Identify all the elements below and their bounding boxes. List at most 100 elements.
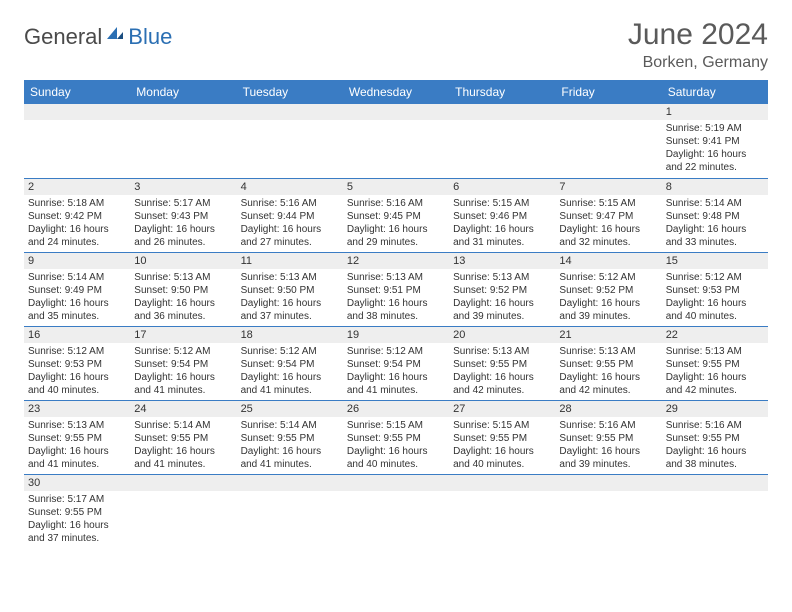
sunrise-line: Sunrise: 5:13 AM [453, 345, 551, 358]
calendar-cell [449, 474, 555, 548]
daylight-line: Daylight: 16 hours and 22 minutes. [666, 148, 764, 174]
daylight-line: Daylight: 16 hours and 42 minutes. [453, 371, 551, 397]
sunrise-line: Sunrise: 5:14 AM [666, 197, 764, 210]
sunrise-line: Sunrise: 5:14 AM [241, 419, 339, 432]
sunset-line: Sunset: 9:42 PM [28, 210, 126, 223]
calendar-cell: 2Sunrise: 5:18 AMSunset: 9:42 PMDaylight… [24, 178, 130, 252]
sunset-line: Sunset: 9:52 PM [453, 284, 551, 297]
daylight-line: Daylight: 16 hours and 41 minutes. [134, 445, 232, 471]
weekday-monday: Monday [130, 80, 236, 104]
day-number: 21 [555, 327, 661, 343]
daylight-line: Daylight: 16 hours and 40 minutes. [666, 297, 764, 323]
calendar-cell [237, 474, 343, 548]
calendar-cell: 16Sunrise: 5:12 AMSunset: 9:53 PMDayligh… [24, 326, 130, 400]
day-number [130, 104, 236, 120]
calendar-cell: 5Sunrise: 5:16 AMSunset: 9:45 PMDaylight… [343, 178, 449, 252]
sunset-line: Sunset: 9:55 PM [28, 432, 126, 445]
daylight-line: Daylight: 16 hours and 24 minutes. [28, 223, 126, 249]
calendar-cell: 28Sunrise: 5:16 AMSunset: 9:55 PMDayligh… [555, 400, 661, 474]
calendar-cell: 12Sunrise: 5:13 AMSunset: 9:51 PMDayligh… [343, 252, 449, 326]
calendar-cell: 4Sunrise: 5:16 AMSunset: 9:44 PMDaylight… [237, 178, 343, 252]
calendar-cell: 25Sunrise: 5:14 AMSunset: 9:55 PMDayligh… [237, 400, 343, 474]
sunset-line: Sunset: 9:55 PM [666, 358, 764, 371]
calendar-cell [555, 474, 661, 548]
daylight-line: Daylight: 16 hours and 35 minutes. [28, 297, 126, 323]
calendar-cell: 21Sunrise: 5:13 AMSunset: 9:55 PMDayligh… [555, 326, 661, 400]
day-number: 16 [24, 327, 130, 343]
sunrise-line: Sunrise: 5:15 AM [347, 419, 445, 432]
sunset-line: Sunset: 9:45 PM [347, 210, 445, 223]
calendar-cell [130, 474, 236, 548]
calendar-cell [24, 104, 130, 178]
calendar-cell: 20Sunrise: 5:13 AMSunset: 9:55 PMDayligh… [449, 326, 555, 400]
daylight-line: Daylight: 16 hours and 40 minutes. [28, 371, 126, 397]
calendar-cell: 6Sunrise: 5:15 AMSunset: 9:46 PMDaylight… [449, 178, 555, 252]
day-details: Sunrise: 5:12 AMSunset: 9:53 PMDaylight:… [662, 269, 768, 325]
weekday-friday: Friday [555, 80, 661, 104]
day-number: 23 [24, 401, 130, 417]
day-details: Sunrise: 5:12 AMSunset: 9:52 PMDaylight:… [555, 269, 661, 325]
sunset-line: Sunset: 9:55 PM [28, 506, 126, 519]
day-number: 29 [662, 401, 768, 417]
sunrise-line: Sunrise: 5:12 AM [559, 271, 657, 284]
brand-part2: Blue [128, 24, 172, 50]
sunrise-line: Sunrise: 5:13 AM [28, 419, 126, 432]
sunrise-line: Sunrise: 5:13 AM [453, 271, 551, 284]
day-number: 6 [449, 179, 555, 195]
day-number: 15 [662, 253, 768, 269]
sunrise-line: Sunrise: 5:13 AM [241, 271, 339, 284]
brand-logo: General Blue [24, 24, 172, 50]
sunset-line: Sunset: 9:49 PM [28, 284, 126, 297]
daylight-line: Daylight: 16 hours and 26 minutes. [134, 223, 232, 249]
page-title: June 2024 [628, 18, 768, 52]
day-number: 24 [130, 401, 236, 417]
sunset-line: Sunset: 9:47 PM [559, 210, 657, 223]
calendar-cell: 8Sunrise: 5:14 AMSunset: 9:48 PMDaylight… [662, 178, 768, 252]
brand-part1: General [24, 24, 102, 50]
day-number: 7 [555, 179, 661, 195]
day-number [343, 475, 449, 491]
day-number: 2 [24, 179, 130, 195]
day-number: 12 [343, 253, 449, 269]
day-details: Sunrise: 5:16 AMSunset: 9:55 PMDaylight:… [555, 417, 661, 473]
daylight-line: Daylight: 16 hours and 41 minutes. [241, 445, 339, 471]
sunrise-line: Sunrise: 5:12 AM [134, 345, 232, 358]
daylight-line: Daylight: 16 hours and 32 minutes. [559, 223, 657, 249]
sunrise-line: Sunrise: 5:19 AM [666, 122, 764, 135]
calendar-week: 2Sunrise: 5:18 AMSunset: 9:42 PMDaylight… [24, 178, 768, 252]
daylight-line: Daylight: 16 hours and 42 minutes. [559, 371, 657, 397]
sunset-line: Sunset: 9:51 PM [347, 284, 445, 297]
day-details: Sunrise: 5:13 AMSunset: 9:50 PMDaylight:… [130, 269, 236, 325]
sunrise-line: Sunrise: 5:15 AM [453, 197, 551, 210]
sunset-line: Sunset: 9:55 PM [134, 432, 232, 445]
day-number: 14 [555, 253, 661, 269]
calendar-cell: 27Sunrise: 5:15 AMSunset: 9:55 PMDayligh… [449, 400, 555, 474]
sunrise-line: Sunrise: 5:16 AM [559, 419, 657, 432]
daylight-line: Daylight: 16 hours and 42 minutes. [666, 371, 764, 397]
calendar-cell: 18Sunrise: 5:12 AMSunset: 9:54 PMDayligh… [237, 326, 343, 400]
weekday-saturday: Saturday [662, 80, 768, 104]
day-number: 13 [449, 253, 555, 269]
day-number: 30 [24, 475, 130, 491]
sunset-line: Sunset: 9:50 PM [134, 284, 232, 297]
daylight-line: Daylight: 16 hours and 36 minutes. [134, 297, 232, 323]
sunset-line: Sunset: 9:55 PM [347, 432, 445, 445]
day-number: 4 [237, 179, 343, 195]
daylight-line: Daylight: 16 hours and 40 minutes. [347, 445, 445, 471]
daylight-line: Daylight: 16 hours and 31 minutes. [453, 223, 551, 249]
daylight-line: Daylight: 16 hours and 33 minutes. [666, 223, 764, 249]
day-details: Sunrise: 5:15 AMSunset: 9:55 PMDaylight:… [343, 417, 449, 473]
sunrise-line: Sunrise: 5:16 AM [666, 419, 764, 432]
weekday-thursday: Thursday [449, 80, 555, 104]
sunrise-line: Sunrise: 5:16 AM [347, 197, 445, 210]
day-number: 28 [555, 401, 661, 417]
daylight-line: Daylight: 16 hours and 37 minutes. [28, 519, 126, 545]
day-number [130, 475, 236, 491]
day-details: Sunrise: 5:13 AMSunset: 9:52 PMDaylight:… [449, 269, 555, 325]
calendar-cell [343, 474, 449, 548]
day-details: Sunrise: 5:12 AMSunset: 9:54 PMDaylight:… [237, 343, 343, 399]
day-number: 19 [343, 327, 449, 343]
day-details: Sunrise: 5:16 AMSunset: 9:55 PMDaylight:… [662, 417, 768, 473]
sunset-line: Sunset: 9:54 PM [347, 358, 445, 371]
calendar-week: 1Sunrise: 5:19 AMSunset: 9:41 PMDaylight… [24, 104, 768, 178]
